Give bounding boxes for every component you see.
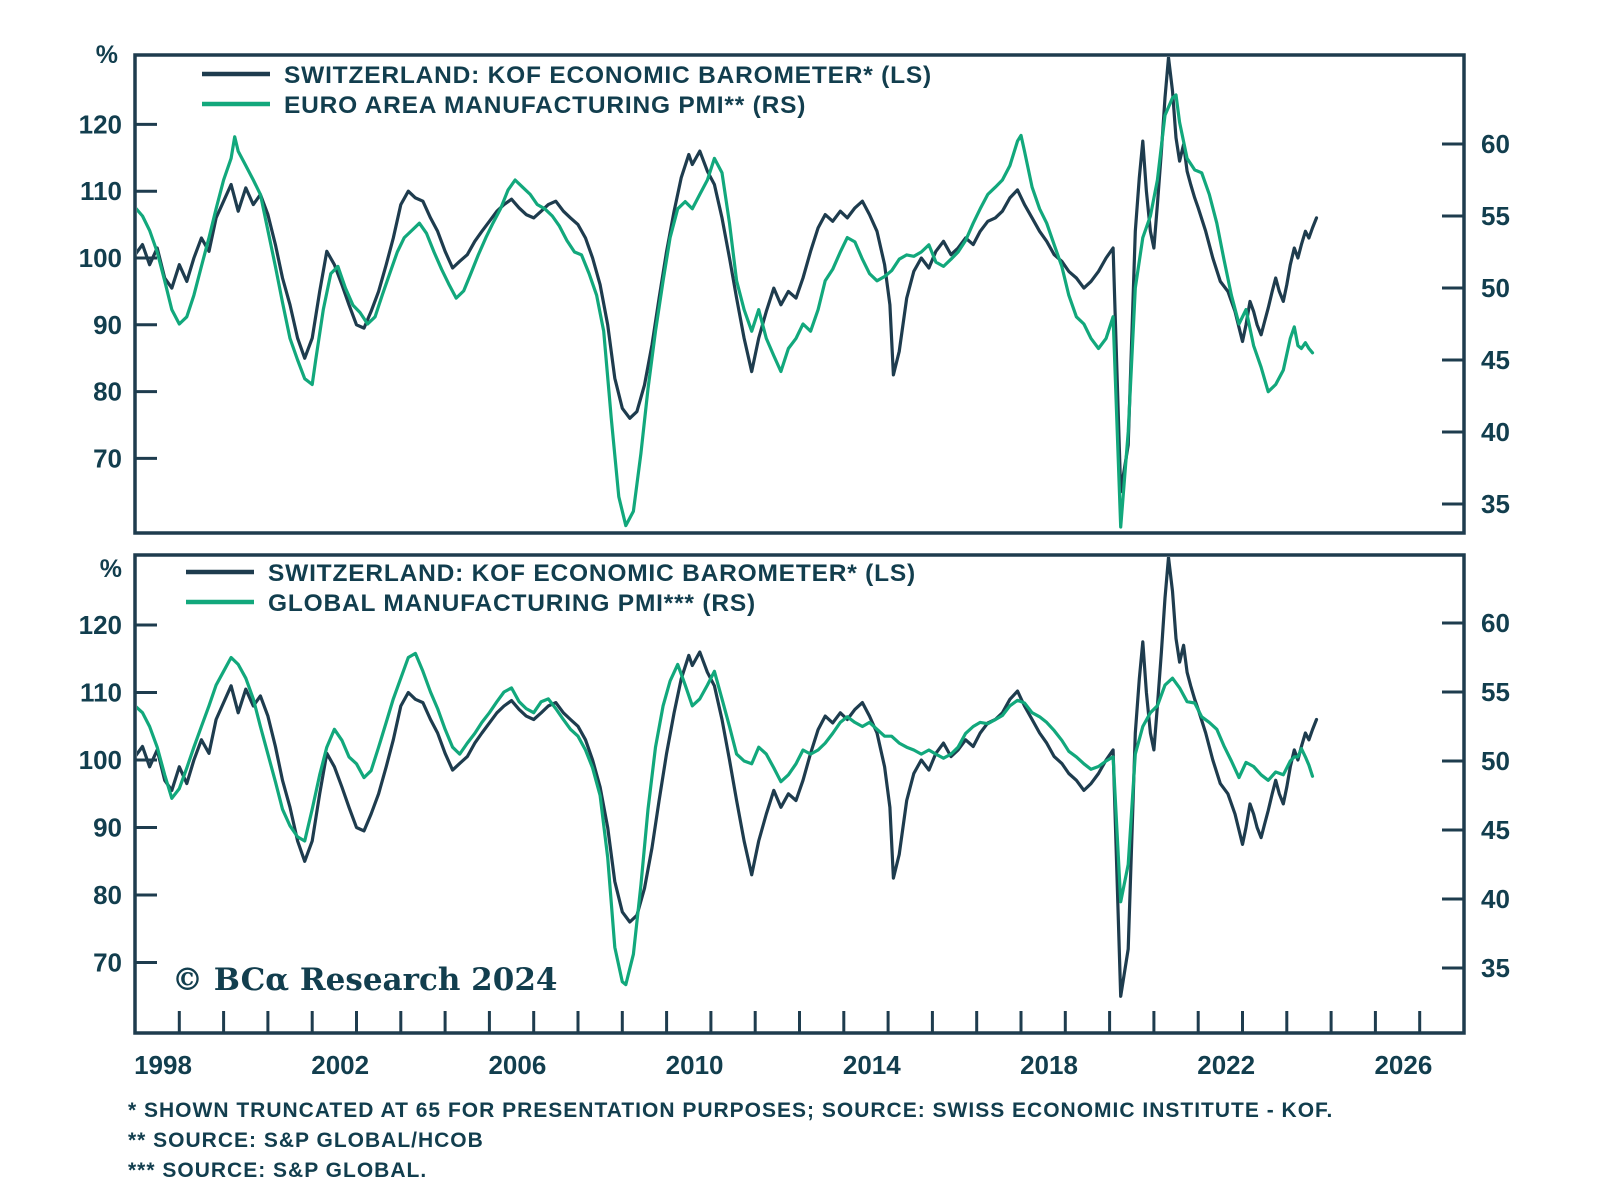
legend-kof-label-2: SWITZERLAND: KOF ECONOMIC BAROMETER* (LS… (268, 560, 916, 587)
left-axis-tick-label: 90 (93, 310, 122, 340)
right-axis-tick-label: 55 (1481, 201, 1510, 231)
top-left-axis-unit: % (96, 41, 118, 69)
bottom-panel-series (137, 557, 1319, 998)
right-axis-tick-label: 35 (1481, 953, 1510, 983)
left-axis-tick-label: 100 (79, 243, 122, 273)
x-axis-year-label: 2014 (843, 1050, 901, 1080)
top-panel-legend: SWITZERLAND: KOF ECONOMIC BAROMETER* (LS… (202, 62, 932, 119)
x-axis-year-label: 2006 (488, 1050, 546, 1080)
kof-series-line-bottom (137, 557, 1319, 998)
footnote-1: * SHOWN TRUNCATED AT 65 FOR PRESENTATION… (128, 1099, 1333, 1122)
right-axis-tick-label: 45 (1481, 345, 1510, 375)
right-axis-tick-label: 55 (1481, 677, 1510, 707)
pmi-series-line-bottom (137, 651, 1315, 987)
right-axis-tick-label: 60 (1481, 129, 1510, 159)
x-axis-year-label: 1998 (134, 1050, 192, 1080)
left-axis-tick-label: 100 (79, 745, 122, 775)
right-axis-tick-label: 60 (1481, 608, 1510, 638)
right-axis-tick-label: 45 (1481, 815, 1510, 845)
x-axis-year-label: 2010 (666, 1050, 724, 1080)
bottom-panel-axes: 120 110 100 90 80 70 60 55 50 45 40 35 (79, 608, 1510, 983)
left-axis-tick-label: 120 (79, 610, 122, 640)
copyright-text: © BCα Research 2024 (172, 962, 557, 998)
footnote-3: *** SOURCE: S&P GLOBAL. (128, 1159, 427, 1182)
top-panel-axes: 120 110 100 90 80 70 60 55 50 45 40 35 (79, 109, 1510, 519)
kof-series-line-top (137, 57, 1319, 494)
bottom-left-axis-unit: % (100, 555, 122, 583)
bottom-panel-legend: SWITZERLAND: KOF ECONOMIC BAROMETER* (LS… (186, 560, 916, 617)
x-axis-year-label: 2002 (311, 1050, 369, 1080)
right-axis-tick-label: 40 (1481, 884, 1510, 914)
pmi-series-line-top (137, 93, 1315, 529)
left-axis-tick-label: 110 (80, 176, 122, 206)
legend-global-pmi-label: GLOBAL MANUFACTURING PMI*** (RS) (268, 590, 756, 617)
legend-euro-pmi-label: EURO AREA MANUFACTURING PMI** (RS) (284, 92, 806, 119)
right-axis-tick-label: 35 (1481, 489, 1510, 519)
x-axis-year-label: 2026 (1374, 1050, 1432, 1080)
x-axis-year-label: 2022 (1197, 1050, 1255, 1080)
x-axis-year-label: 2018 (1020, 1050, 1078, 1080)
left-axis-tick-label: 80 (93, 377, 122, 407)
left-axis-tick-label: 70 (93, 443, 122, 473)
top-panel-frame (133, 53, 1466, 535)
footnote-2: ** SOURCE: S&P GLOBAL/HCOB (128, 1129, 484, 1152)
left-axis-tick-label: 70 (93, 948, 122, 978)
left-axis-tick-label: 120 (79, 109, 122, 139)
right-axis-tick-label: 50 (1481, 746, 1510, 776)
legend-kof-label: SWITZERLAND: KOF ECONOMIC BAROMETER* (LS… (284, 62, 932, 89)
left-axis-tick-label: 80 (93, 880, 122, 910)
right-axis-tick-label: 40 (1481, 417, 1510, 447)
left-axis-tick-label: 110 (80, 678, 122, 708)
x-axis: 1998 2002 2006 2010 2014 2018 2022 2026 (133, 1011, 1432, 1080)
right-axis-tick-label: 50 (1481, 273, 1510, 303)
left-axis-tick-label: 90 (93, 813, 122, 843)
top-panel-series (137, 57, 1319, 529)
